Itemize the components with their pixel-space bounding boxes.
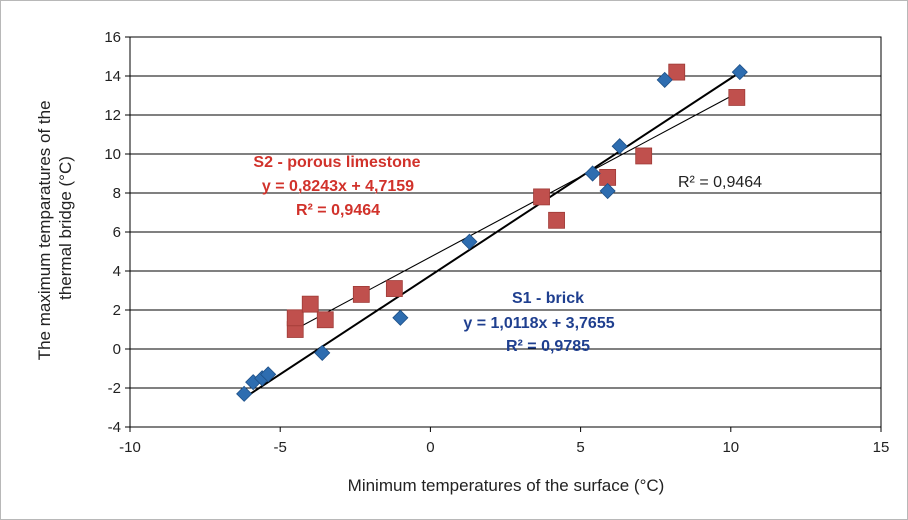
s2-square-point	[316, 311, 334, 329]
tick-labels: -4 -2 0 2 4 6 8 10 12 14 16 -10 -5 0 5 10 15	[104, 29, 889, 456]
extra-r2-label: R² = 0,9464	[678, 174, 762, 191]
s1-equation-label: y = 1,0118x + 3,7655	[463, 315, 614, 332]
s1-diamond-point	[461, 233, 478, 250]
y-tick-label: 16	[104, 29, 121, 46]
s2-square-point	[352, 285, 370, 303]
y-tick-label: 10	[104, 146, 121, 163]
s2-annotation: S2 - porous limestone y = 0,8243x + 4,71…	[253, 154, 420, 219]
s2-square-point	[286, 309, 304, 327]
y-tick-label: 4	[113, 263, 121, 280]
y-axis-label-line-1: The maximum temparatures of the	[35, 100, 54, 360]
x-tick-label: 15	[873, 439, 890, 456]
s2-square-point	[533, 188, 550, 206]
x-tick-label: -5	[274, 439, 287, 456]
y-tick-label: 0	[113, 341, 121, 358]
s1-diamond-point	[599, 182, 616, 200]
s2-equation-label: y = 0,8243x + 4,7159	[262, 178, 414, 195]
x-tick-label: -10	[119, 439, 141, 456]
x-tick-label: 10	[722, 439, 739, 456]
x-axis-label: Minimum temperatures of the surface (°C)	[348, 476, 665, 495]
s2-square-point	[635, 147, 653, 165]
s1-annotation: S1 - brick y = 1,0118x + 3,7655 R² = 0,9…	[463, 290, 614, 355]
y-tick-label: -2	[108, 380, 121, 397]
s2-r2-label: R² = 0,9464	[296, 202, 380, 219]
s2-square-point	[385, 280, 403, 297]
s1-diamond-point	[236, 385, 253, 402]
s1-name-label: S1 - brick	[512, 290, 584, 307]
s1-diamond-point	[611, 138, 628, 155]
s1-diamond-point	[314, 344, 331, 361]
y-tick-label: 8	[113, 185, 121, 202]
s1-trendline	[243, 71, 741, 399]
s2-square-point	[548, 211, 565, 229]
grid-lines	[130, 36, 881, 428]
x-tick-label: 0	[426, 439, 434, 456]
y-axis-label-line-2: thermal bridge (°C)	[56, 156, 75, 300]
s2-square-point	[728, 89, 746, 106]
y-tick-label: 14	[104, 68, 121, 85]
s1-diamond-point	[731, 64, 748, 81]
y-tick-label: 12	[104, 107, 121, 124]
s2-square-point	[668, 63, 686, 81]
data-points	[236, 63, 748, 402]
y-tick-label: -4	[108, 419, 121, 436]
s1-r2-label: R² = 0,9785	[506, 338, 590, 355]
s1-diamond-point	[260, 366, 277, 383]
x-tick-label: 5	[576, 439, 584, 456]
s1-diamond-point	[656, 71, 673, 88]
s2-square-point	[301, 295, 319, 313]
s2-name-label: S2 - porous limestone	[253, 154, 420, 171]
s1-diamond-point	[584, 165, 601, 182]
y-axis-label: The maximum temparatures of the thermal …	[35, 96, 75, 361]
y-tick-label: 6	[113, 224, 121, 241]
s1-diamond-point	[392, 309, 409, 326]
y-tick-label: 2	[113, 302, 121, 319]
